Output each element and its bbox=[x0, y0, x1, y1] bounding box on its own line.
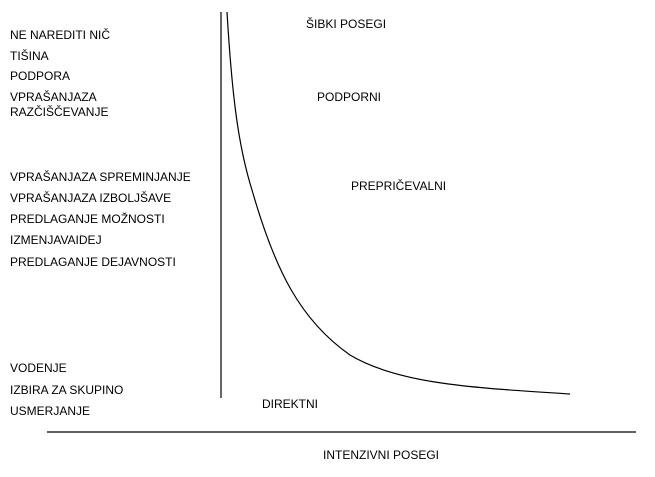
label-direktni: DIREKTNI bbox=[262, 397, 319, 411]
label-predlaganje-dejavnosti: PREDLAGANJE DEJAVNOSTI bbox=[10, 255, 176, 269]
label-izmenjava-idej: IZMENJAVAIDEJ bbox=[10, 233, 102, 247]
label-predlaganje-moznosti: PREDLAGANJE MOŽNOSTI bbox=[10, 212, 165, 226]
label-izbira-za-skupino: IZBIRA ZA SKUPINO bbox=[10, 383, 124, 397]
label-vprasanja-razciscevanje-line2: RAZČIŠČEVANJE bbox=[10, 105, 109, 119]
label-vprasanja-izboljsave: VPRAŠANJAZA IZBOLJŠAVE bbox=[10, 191, 172, 205]
label-sibki-posegi: ŠIBKI POSEGI bbox=[306, 17, 387, 31]
label-vprasanja-spreminjanje: VPRAŠANJAZA SPREMINJANJE bbox=[10, 170, 191, 184]
label-tisina: TIŠINA bbox=[10, 49, 49, 63]
axis-label-intenzivni-posegi: INTENZIVNI POSEGI bbox=[323, 448, 440, 462]
label-podporni: PODPORNI bbox=[317, 90, 382, 104]
label-usmerjanje: USMERJANJE bbox=[10, 404, 91, 418]
label-vodenje: VODENJE bbox=[10, 361, 67, 375]
intervention-curve bbox=[226, 11, 571, 395]
label-vprasanja-razciscevanje-line1: VPRAŠANJAZA bbox=[10, 90, 97, 104]
label-podpora: PODPORA bbox=[10, 69, 71, 83]
label-preprichevalni: PREPRIČEVALNI bbox=[351, 179, 447, 193]
label-ne-narediti-nic: NE NAREDITI NIČ bbox=[10, 28, 111, 42]
